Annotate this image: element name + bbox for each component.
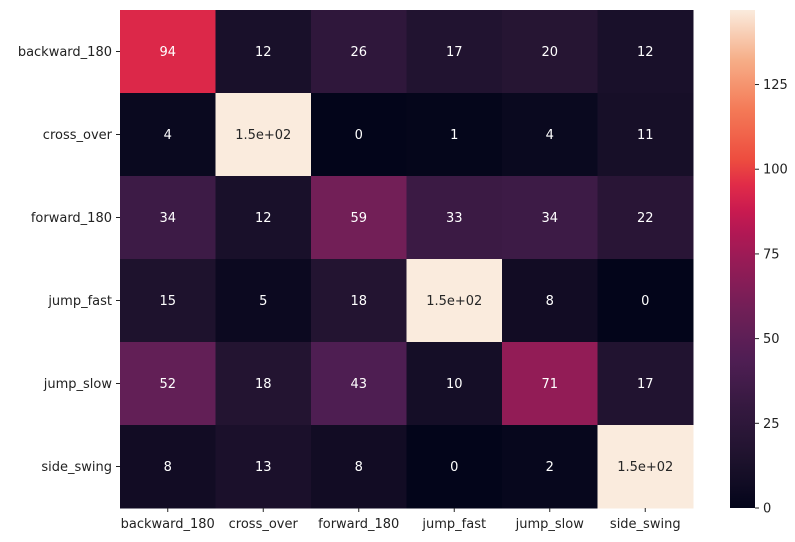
heatmap-cell-r1-c4 <box>502 93 598 177</box>
heatmap-cell-r4-c3 <box>406 342 503 426</box>
heatmap-cell-r4-c4 <box>502 342 598 426</box>
cell-value-r3-c4: 8 <box>546 294 554 309</box>
heatmap-cell-r3-c3 <box>406 259 503 343</box>
cell-value-r2-c3: 33 <box>446 211 463 226</box>
cell-value-r4-c1: 18 <box>255 377 272 392</box>
y-tick-label-backward_180: backward_180 <box>18 45 112 60</box>
heatmap-cell-r0-c5 <box>597 10 694 94</box>
y-axis: backward_180 cross_over forward_180 jump_fa… <box>18 45 120 475</box>
heatmap-cell-r0-c1 <box>215 10 312 94</box>
heatmap-cell-r5-c4 <box>502 425 598 509</box>
heatmap-cell-r5-c1 <box>215 425 312 509</box>
heatmap-cell-r5-c2 <box>311 425 407 509</box>
cell-value-r5-c5: 1.5e+02 <box>617 460 673 475</box>
cell-value-r1-c2: 0 <box>355 128 363 143</box>
cell-value-r4-c3: 10 <box>446 377 463 392</box>
colorbar-tick-label-125: 125 <box>763 78 788 93</box>
heatmap-cell-r1-c2 <box>311 93 407 177</box>
colorbar-tick-label-50: 50 <box>763 332 780 347</box>
cell-value-r3-c5: 0 <box>641 294 649 309</box>
heatmap-cell-r1-c1 <box>215 93 312 177</box>
x-tick-label-jump_fast: jump_fast <box>421 517 486 532</box>
heatmap-cell-r3-c1 <box>215 259 312 343</box>
cell-value-r1-c3: 1 <box>450 128 458 143</box>
cell-value-r2-c5: 22 <box>637 211 654 226</box>
heatmap-cell-r1-c3 <box>406 93 503 177</box>
cell-value-r4-c0: 52 <box>159 377 176 392</box>
cell-value-r4-c5: 17 <box>637 377 654 392</box>
cell-value-r1-c1: 1.5e+02 <box>235 128 291 143</box>
colorbar-tick-label-100: 100 <box>763 163 788 178</box>
cell-value-r3-c1: 5 <box>259 294 267 309</box>
heatmap-cell-r4-c2 <box>311 342 407 426</box>
heatmap-cell-r1-c5 <box>597 93 694 177</box>
cell-value-r5-c0: 8 <box>164 460 172 475</box>
cell-value-r0-c3: 17 <box>446 45 463 60</box>
heatmap-cell-r4-c0 <box>120 342 216 426</box>
cell-value-r0-c0: 94 <box>159 45 176 60</box>
heatmap-cell-r0-c3 <box>406 10 503 94</box>
y-tick-label-forward_180: forward_180 <box>31 211 112 226</box>
heatmap-cell-r3-c0 <box>120 259 216 343</box>
x-tick-label-jump_slow: jump_slow <box>515 517 585 532</box>
heatmap-cell-r0-c4 <box>502 10 598 94</box>
colorbar-tick-label-25: 25 <box>763 417 780 432</box>
x-tick-label-cross_over: cross_over <box>229 517 299 532</box>
cell-value-r3-c2: 18 <box>350 294 367 309</box>
heatmap-cell-r1-c0 <box>120 93 216 177</box>
heatmap-cell-r2-c1 <box>215 176 312 260</box>
x-tick-label-backward_180: backward_180 <box>121 517 215 532</box>
cell-value-r1-c4: 4 <box>546 128 554 143</box>
cell-value-r0-c4: 20 <box>541 45 558 60</box>
y-tick-label-side_swing: side_swing <box>41 460 112 475</box>
cell-value-r4-c4: 71 <box>541 377 558 392</box>
y-tick-label-jump_fast: jump_fast <box>47 294 112 309</box>
cell-value-r3-c3: 1.5e+02 <box>426 294 482 309</box>
heatmap-cell-r3-c4 <box>502 259 598 343</box>
colorbar-tick-label-75: 75 <box>763 247 780 262</box>
cell-value-r2-c2: 59 <box>350 211 367 226</box>
heatmap-cell-r2-c4 <box>502 176 598 260</box>
cell-value-r2-c4: 34 <box>541 211 558 226</box>
cell-value-r5-c4: 2 <box>546 460 554 475</box>
x-tick-label-side_swing: side_swing <box>610 517 681 532</box>
heatmap-cell-r0-c0 <box>120 10 216 94</box>
heatmap-cell-r5-c0 <box>120 425 216 509</box>
cell-value-r4-c2: 43 <box>350 377 367 392</box>
cell-value-r2-c1: 12 <box>255 211 272 226</box>
y-tick-label-cross_over: cross_over <box>43 128 113 143</box>
x-axis: backward_180 cross_over forward_180 jump_fa… <box>121 508 681 532</box>
cell-value-r2-c0: 34 <box>159 211 176 226</box>
cell-value-r5-c3: 0 <box>450 460 458 475</box>
cell-value-r0-c1: 12 <box>255 45 272 60</box>
heatmap-cells <box>120 10 694 509</box>
cell-value-r1-c5: 11 <box>637 128 654 143</box>
heatmap-cell-r2-c3 <box>406 176 503 260</box>
cell-value-r5-c1: 13 <box>255 460 272 475</box>
heatmap-cell-r2-c0 <box>120 176 216 260</box>
colorbar-gradient <box>730 10 755 508</box>
heatmap-cell-r4-c1 <box>215 342 312 426</box>
cell-value-r0-c2: 26 <box>350 45 367 60</box>
heatmap-cell-r5-c5 <box>597 425 694 509</box>
cell-value-r0-c5: 12 <box>637 45 654 60</box>
cell-value-r3-c0: 15 <box>159 294 176 309</box>
x-tick-label-forward_180: forward_180 <box>318 517 399 532</box>
colorbar-tick-label-0: 0 <box>763 502 771 517</box>
heatmap-cell-r3-c2 <box>311 259 407 343</box>
cell-value-r1-c0: 4 <box>164 128 172 143</box>
heatmap-cell-r3-c5 <box>597 259 694 343</box>
heatmap-cell-r2-c2 <box>311 176 407 260</box>
colorbar: 0 25 50 75 100 125 <box>730 10 788 517</box>
heatmap-cell-r5-c3 <box>406 425 503 509</box>
y-tick-label-jump_slow: jump_slow <box>43 377 113 392</box>
heatmap-cell-r2-c5 <box>597 176 694 260</box>
heatmap-cell-r0-c2 <box>311 10 407 94</box>
cell-value-r5-c2: 8 <box>355 460 363 475</box>
heatmap-cell-r4-c5 <box>597 342 694 426</box>
